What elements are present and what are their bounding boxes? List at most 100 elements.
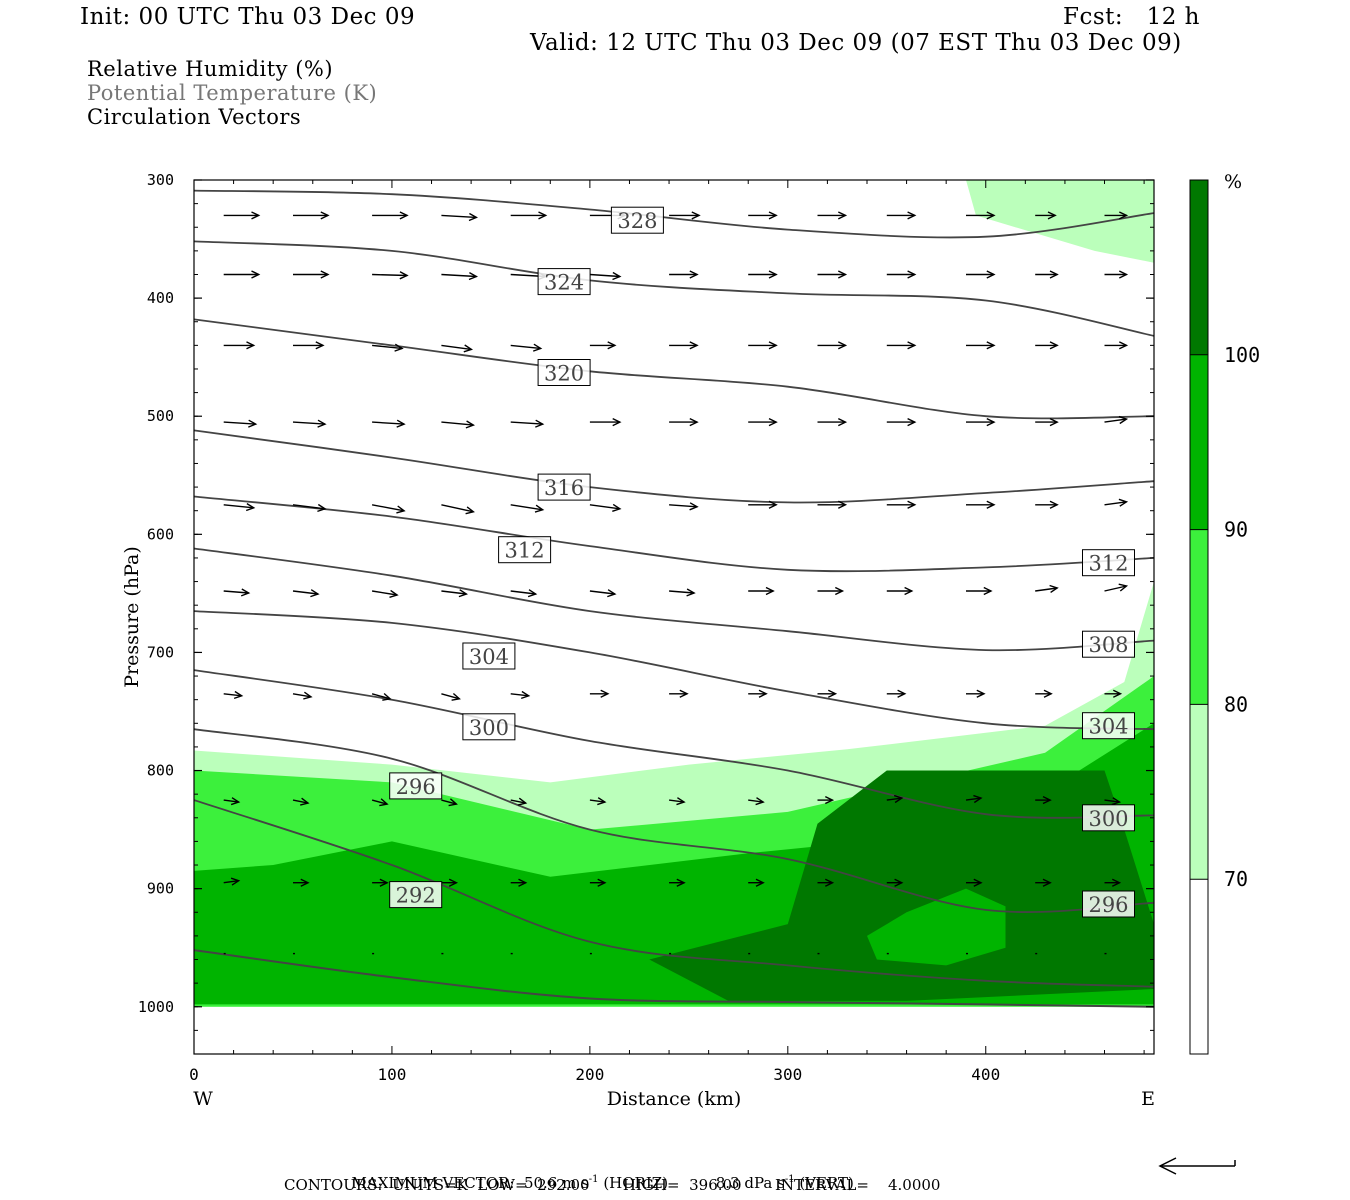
contour-label-text: 300 [469, 716, 509, 740]
circulation-vectors [223, 211, 1129, 955]
circulation-vector [510, 504, 545, 513]
contour-label: 320 [537, 359, 591, 386]
circulation-vector [886, 211, 917, 220]
colorbar-label: 80 [1224, 692, 1248, 716]
circulation-vector [223, 877, 241, 886]
theta-contour-line [194, 189, 1154, 239]
circulation-vector [1035, 341, 1059, 350]
footer-max-vector: MAXIMUM VECTOR: 50.6 m s-1 (HORIZ) 8.3 d… [342, 1156, 854, 1192]
contour-label: 300 [462, 713, 516, 741]
circulation-vector [669, 341, 699, 350]
circulation-vector [292, 503, 327, 513]
circulation-vector [510, 589, 538, 598]
colorbar-label: 90 [1224, 518, 1248, 542]
valid-time: Valid: 12 UTC Thu 03 Dec 09 (07 EST Thu … [530, 30, 1182, 56]
colorbar-bin [1190, 529, 1208, 705]
circulation-vector [372, 878, 389, 887]
vert-unit: (VERT) [799, 1174, 854, 1192]
circulation-vector [1104, 211, 1129, 220]
circulation-vector [1035, 584, 1059, 593]
contour-label: 292 [389, 881, 443, 909]
circulation-vector [886, 586, 914, 596]
circulation-vector [589, 417, 622, 427]
contour-label-text: 328 [617, 209, 657, 233]
x-tick-label: 0 [189, 1065, 199, 1084]
circulation-vector [292, 419, 327, 428]
y-tick-label: 500 [147, 407, 174, 425]
contour-label-text: 292 [396, 884, 436, 908]
circulation-vector [1035, 878, 1052, 887]
theta-contours [194, 189, 1154, 1008]
circulation-vector [886, 500, 917, 509]
circulation-vector [748, 500, 778, 509]
rh-region-70 [966, 180, 1154, 263]
contour-label-text: 312 [505, 539, 545, 563]
circulation-vector [510, 690, 531, 700]
circulation-vector [1035, 500, 1059, 509]
contour-label-text: 304 [469, 645, 509, 669]
plot-frame [193, 179, 1155, 1055]
theta-contour-line [194, 240, 1154, 337]
circulation-vector [441, 798, 458, 807]
circulation-vector [748, 211, 778, 220]
theta-contour-line [194, 429, 1154, 504]
circulation-vector [223, 211, 261, 220]
circulation-vector [589, 689, 610, 698]
circulation-vector [293, 270, 330, 279]
circulation-vector [817, 586, 845, 596]
colorbar-label: 70 [1224, 867, 1248, 891]
y-tick-label: 1000 [138, 998, 174, 1016]
circulation-vector [223, 503, 256, 512]
rh-colorbar: 70 80 90 100 [1189, 179, 1260, 1055]
contour-label-text: 304 [1088, 715, 1128, 739]
circulation-vector [1035, 795, 1052, 805]
circulation-vector [589, 878, 607, 887]
y-tick-label: 800 [147, 762, 174, 780]
circulation-vector [817, 211, 848, 220]
circulation-vector [1035, 689, 1053, 698]
circulation-vector [223, 341, 256, 350]
colorbar-bin [1190, 879, 1208, 1054]
x-tick-label: 100 [377, 1065, 406, 1084]
theta-contour-line [194, 547, 1154, 652]
circulation-vector [669, 878, 686, 887]
circulation-vector [748, 878, 765, 887]
circulation-vector [669, 270, 699, 279]
contour-label-text: 312 [1088, 552, 1128, 576]
axes: 300 400 500 600 700 800 900 1000 0 100 200 300 400 [138, 171, 1154, 1084]
contour-label-text: 296 [1088, 893, 1128, 917]
circulation-vector [441, 589, 468, 598]
contour-label: 308 [1082, 630, 1135, 658]
circulation-vector [886, 270, 917, 279]
circulation-vector [965, 794, 983, 804]
contour-label: 328 [610, 206, 664, 234]
circulation-vector [510, 343, 543, 352]
circulation-vector [669, 417, 699, 427]
circulation-vector [293, 878, 310, 887]
circulation-vector [1104, 797, 1122, 806]
contour-label: 300 [1082, 804, 1135, 832]
max-vector-label: MAXIMUM VECTOR: [351, 1174, 515, 1192]
horiz-exponent: -1 [588, 1174, 599, 1185]
footer-contours: CONTOURS: UNITS=K LOW= 292.00 HIGH= 396.… [284, 1176, 941, 1194]
contour-label-text: 300 [1088, 807, 1128, 831]
circulation-vector [669, 588, 696, 597]
circulation-vector [886, 341, 917, 350]
contour-label-text: 320 [544, 362, 584, 386]
y-axis-title: Pressure (hPa) [121, 546, 143, 688]
contour-label-text: 316 [544, 476, 584, 500]
circulation-vector [589, 797, 607, 806]
circulation-vector [966, 211, 996, 220]
circulation-vector [441, 344, 474, 353]
circulation-vector [510, 419, 545, 428]
y-tick-label: 900 [147, 880, 174, 898]
circulation-vector [372, 211, 409, 220]
legend-vectors: Circulation Vectors [87, 105, 302, 129]
circulation-vector [817, 341, 848, 350]
theta-contour-line [194, 728, 1154, 913]
x-axis-title: Distance (km) [607, 1088, 742, 1110]
y-tick-label: 400 [147, 289, 174, 307]
contour-label: 304 [1082, 712, 1135, 740]
theta-contour-line [194, 799, 1154, 988]
